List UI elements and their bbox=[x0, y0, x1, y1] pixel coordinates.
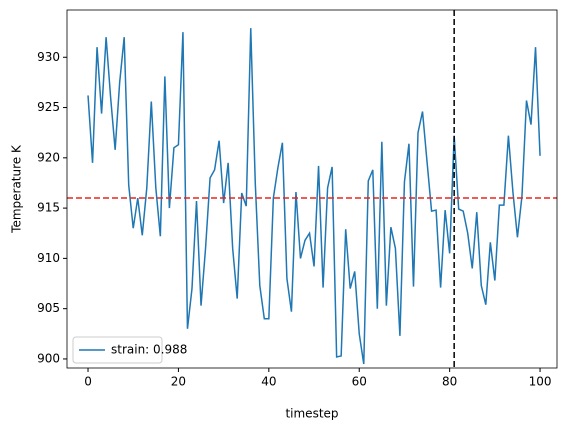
x-tick-label: 80 bbox=[442, 375, 457, 389]
y-tick-label: 925 bbox=[37, 100, 60, 114]
plot-frame bbox=[66, 9, 558, 369]
x-tick-label: 100 bbox=[529, 375, 552, 389]
y-tick-label: 930 bbox=[37, 50, 60, 64]
y-tick-label: 905 bbox=[37, 301, 60, 315]
legend-box bbox=[72, 336, 163, 364]
y-tick-label: 910 bbox=[37, 251, 60, 265]
y-tick-label: 920 bbox=[37, 150, 60, 164]
y-tick-label: 900 bbox=[37, 351, 60, 365]
y-tick-label: 915 bbox=[37, 201, 60, 215]
x-tick-label: 0 bbox=[84, 375, 92, 389]
x-tick-label: 40 bbox=[261, 375, 276, 389]
legend-label: strain: 0.988 bbox=[111, 343, 187, 357]
x-tick-label: 60 bbox=[352, 375, 367, 389]
x-axis-label: timestep bbox=[285, 407, 338, 421]
x-tick-label: 20 bbox=[171, 375, 186, 389]
data-line bbox=[87, 28, 541, 365]
y-axis-label: Temperature K bbox=[10, 144, 24, 234]
